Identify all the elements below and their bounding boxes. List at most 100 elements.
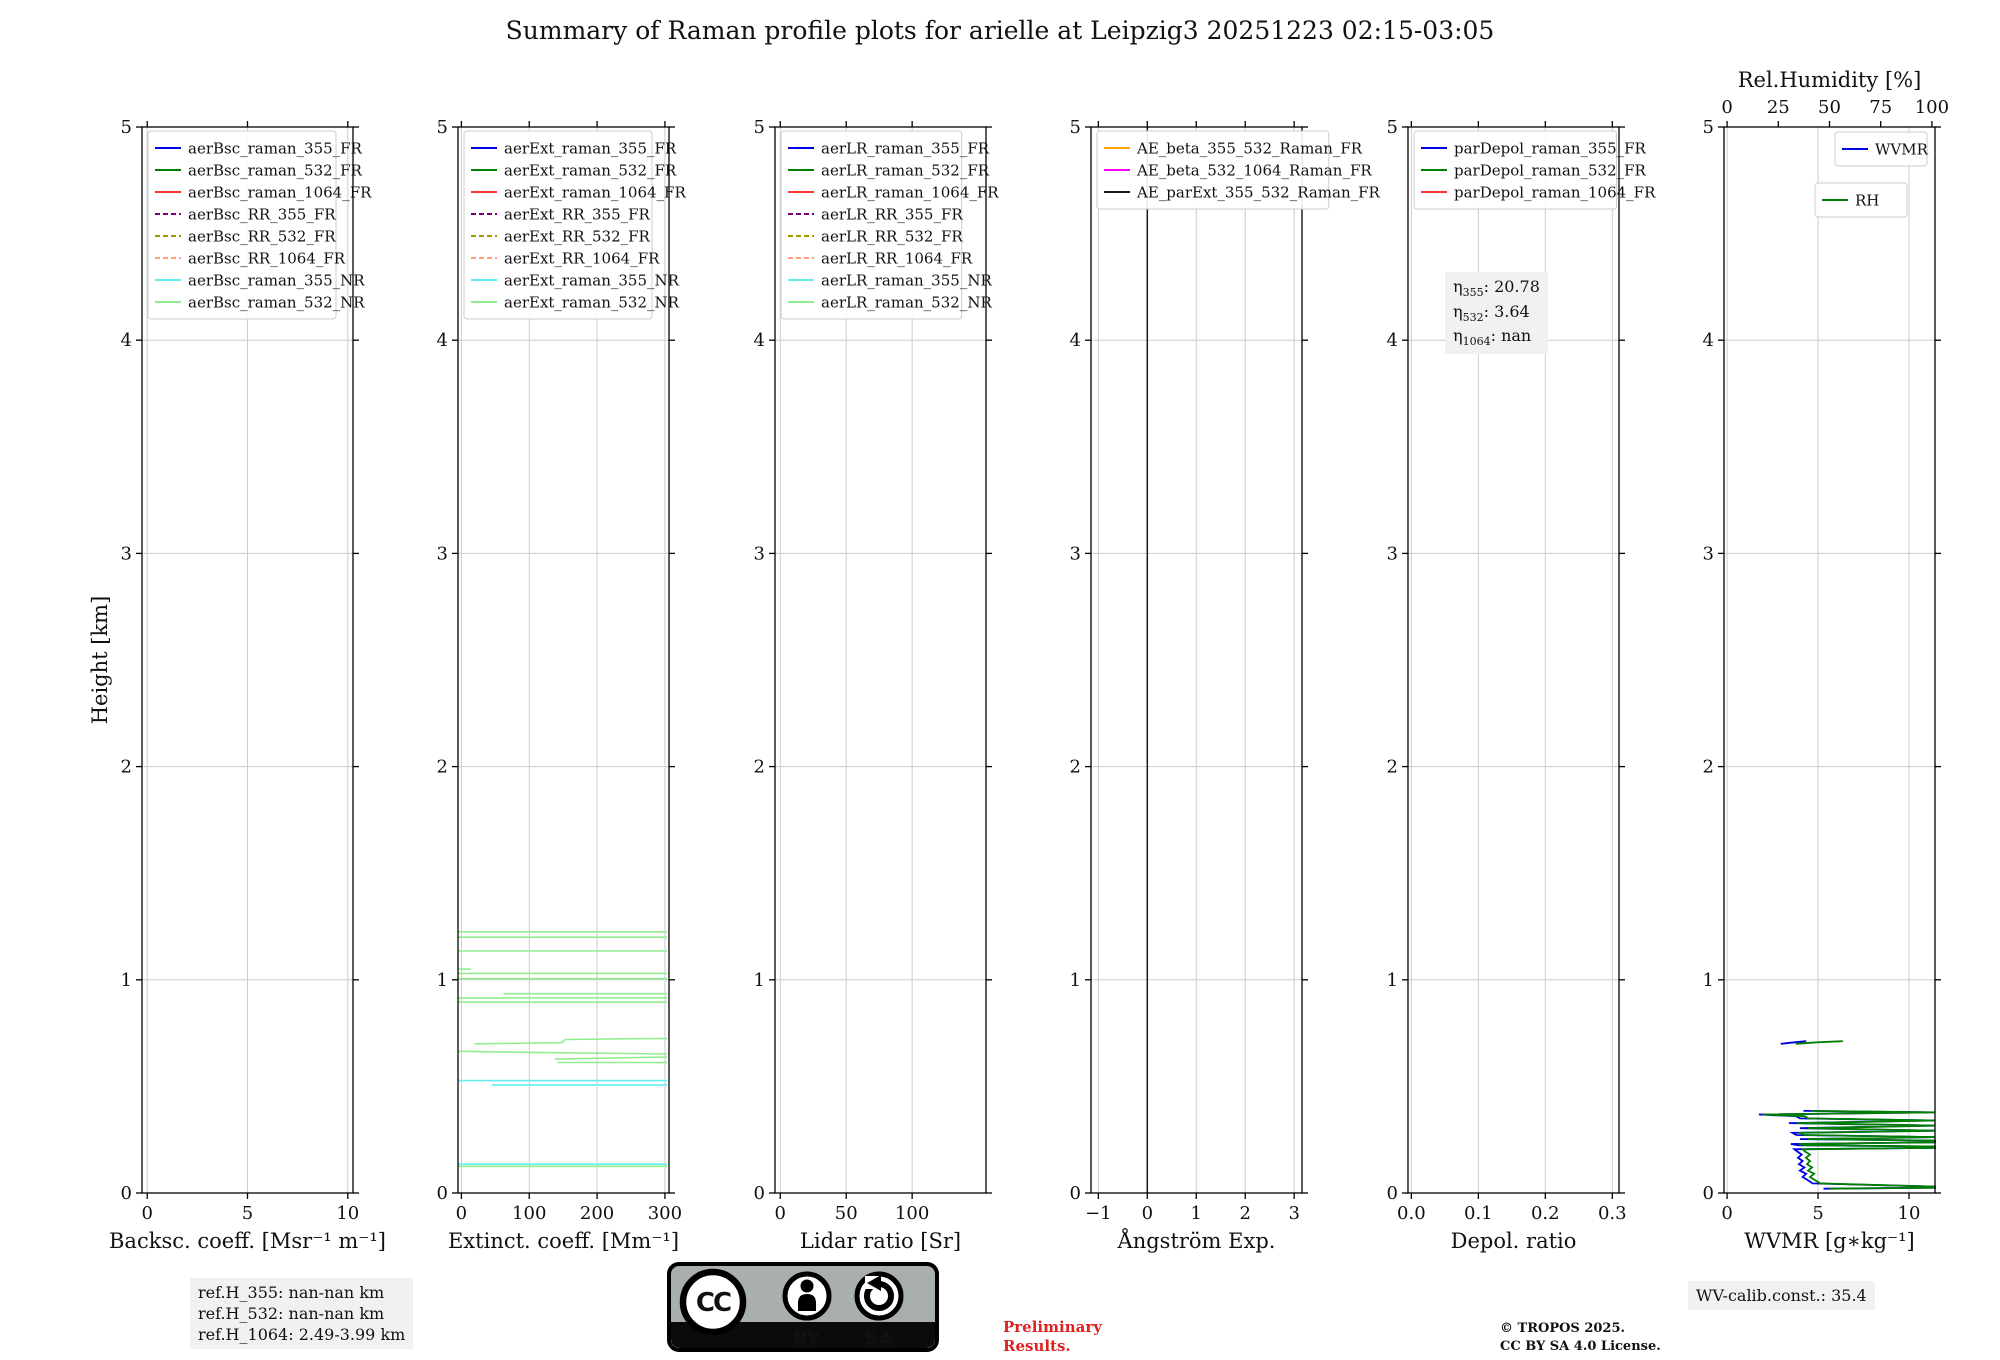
legend-label: aerBsc_RR_532_FR: [188, 228, 336, 246]
x-tick-label: 200: [580, 1203, 614, 1224]
legend-box: [463, 130, 653, 320]
legend: RH: [1814, 182, 1908, 218]
y-tick-label: 4: [1703, 330, 1714, 351]
legend: AE_beta_355_532_Raman_FR AE_beta_532_1064…: [1096, 130, 1381, 210]
y-tick-label: 0: [1387, 1183, 1398, 1204]
y-tick-label: 0: [754, 1183, 765, 1204]
y-tick-label: 4: [437, 330, 448, 351]
y-tick-label: 3: [437, 543, 448, 564]
plot-frame: [774, 126, 987, 1194]
legend: aerBsc_raman_355_FR aerBsc_raman_532_FRae…: [147, 130, 372, 320]
x-tick-label: 1: [1191, 1203, 1202, 1224]
cc-by-sa-badge: CC BY SA: [667, 1262, 939, 1356]
legend-label: aerBsc_raman_355_FR: [188, 140, 363, 158]
cc-by-sa-badge-icon: CC BY SA: [667, 1262, 939, 1352]
y-tick-label: 0: [1703, 1183, 1714, 1204]
x-tick-label: 50: [835, 1203, 858, 1224]
y-tick-label: 3: [754, 543, 765, 564]
legend-label: aerLR_RR_1064_FR: [821, 250, 973, 268]
x-tick-label: 0.3: [1598, 1203, 1627, 1224]
panel-lidar_ratio: 0 50 100 0 1 2 3 4 5 Lidar ratio [Sr] aerLR_raman_…: [754, 117, 1000, 1253]
legend-label: aerLR_raman_532_NR: [821, 294, 992, 312]
series-aerExt_raman_532_NR: [457, 1050, 668, 1055]
x-tick-label: 0: [775, 1203, 786, 1224]
cc-circle-icon: [679, 1268, 747, 1336]
x-axis-label: Extinct. coeff. [Mm⁻¹]: [448, 1229, 679, 1253]
y-tick-label: 1: [754, 970, 765, 991]
y-tick-label: 0: [121, 1183, 132, 1204]
legend-label: aerExt_RR_1064_FR: [504, 250, 660, 268]
x-tick-label: 10: [336, 1203, 359, 1224]
x-tick-label: 0: [141, 1203, 152, 1224]
legend-label: aerBsc_raman_532_FR: [188, 162, 363, 180]
x-tick-label: 300: [648, 1203, 682, 1224]
eta-1064-line: η1064: nan: [1453, 326, 1532, 349]
eta-annotation: η355: 20.78 η532: 3.64 η1064: nan: [1445, 272, 1548, 355]
y-tick-label: 3: [121, 543, 132, 564]
x-tick-label: 100: [512, 1203, 546, 1224]
y-tick-label: 1: [121, 970, 132, 991]
legend-label: AE_beta_355_532_Raman_FR: [1136, 140, 1363, 158]
legend-label: aerBsc_raman_355_NR: [188, 272, 365, 290]
x-tick-label: 2: [1239, 1203, 1250, 1224]
attribution-person-icon: [782, 1271, 832, 1321]
x-tick-label: 0: [456, 1203, 467, 1224]
y-tick-label: 5: [1387, 117, 1398, 138]
legend-label: aerBsc_raman_1064_FR: [188, 184, 372, 202]
y-tick-label: 4: [754, 330, 765, 351]
legend: WVMR: [1834, 131, 1929, 167]
x-tick-label: 3: [1288, 1203, 1299, 1224]
x-tick-label: 10: [1898, 1203, 1921, 1224]
wv-calibration-annotation: WV-calib.const.: 35.4: [1688, 1281, 1875, 1311]
y-tick-label: 5: [437, 117, 448, 138]
reference-heights-annotation: ref.H_355: nan-nan km ref.H_532: nan-nan…: [190, 1278, 414, 1350]
x-tick-label: 0.1: [1464, 1203, 1493, 1224]
legend-label: aerExt_raman_355_NR: [504, 272, 680, 290]
y-tick-label: 2: [1387, 757, 1398, 778]
y-tick-label: 5: [121, 117, 132, 138]
legend-label: aerLR_raman_1064_FR: [821, 184, 999, 202]
sa-label: SA: [865, 1328, 894, 1350]
y-tick-label: 1: [437, 970, 448, 991]
x-axis-label: WVMR [g∗kg⁻¹]: [1744, 1229, 1915, 1253]
y-tick-label: 5: [1703, 117, 1714, 138]
legend-label: aerExt_raman_1064_FR: [504, 184, 686, 202]
cc-letters: CC: [696, 1288, 731, 1318]
top-tick-label: 75: [1869, 97, 1892, 118]
top-tick-label: 0: [1721, 97, 1732, 118]
y-tick-label: 5: [754, 117, 765, 138]
legend-label: aerExt_raman_532_FR: [504, 162, 677, 180]
legend: aerExt_raman_355_FR aerExt_raman_532_FRae…: [463, 130, 686, 320]
x-tick-label: 5: [242, 1203, 253, 1224]
legend-label: parDepol_raman_1064_FR: [1454, 184, 1656, 202]
legend-box: [1096, 130, 1330, 210]
y-tick-label: 1: [1703, 970, 1714, 991]
x-tick-label: 100: [895, 1203, 929, 1224]
legend-box: [780, 130, 963, 320]
legend-label: aerBsc_RR_355_FR: [188, 206, 336, 224]
series-aerExt_raman_532_NR: [474, 1037, 668, 1045]
x-tick-label: 0: [1142, 1203, 1153, 1224]
legend-box: [1834, 131, 1928, 167]
series-RH: [1762, 1110, 1936, 1190]
panel-backscatter: 0 5 10 0 1 2 3 4 5 Backsc. coeff. [Msr⁻¹ m⁻¹] aerB…: [109, 117, 386, 1253]
x-axis-label: Backsc. coeff. [Msr⁻¹ m⁻¹]: [109, 1229, 386, 1253]
eta-355-line: η355: 20.78: [1453, 277, 1540, 300]
y-tick-label: 2: [1070, 757, 1081, 778]
legend-box: [147, 130, 337, 320]
y-tick-label: 3: [1703, 543, 1714, 564]
series-WVMR: [1780, 1040, 1807, 1045]
legend-label: aerExt_RR_355_FR: [504, 206, 651, 224]
legend-box: [1413, 130, 1618, 210]
series-aerExt_raman_532_NR: [554, 1056, 668, 1060]
by-label: BY: [793, 1328, 820, 1350]
top-tick-label: 25: [1767, 97, 1790, 118]
legend-label: parDepol_raman_532_FR: [1454, 162, 1647, 180]
y-tick-label: 2: [1703, 757, 1714, 778]
legend: parDepol_raman_355_FR parDepol_raman_532_…: [1413, 130, 1656, 210]
y-tick-label: 2: [121, 757, 132, 778]
legend-label: aerBsc_RR_1064_FR: [188, 250, 346, 268]
preliminary-results-note: Preliminary Results.: [1003, 1318, 1102, 1355]
figure-title: Summary of Raman profile plots for ariel…: [505, 16, 1495, 45]
